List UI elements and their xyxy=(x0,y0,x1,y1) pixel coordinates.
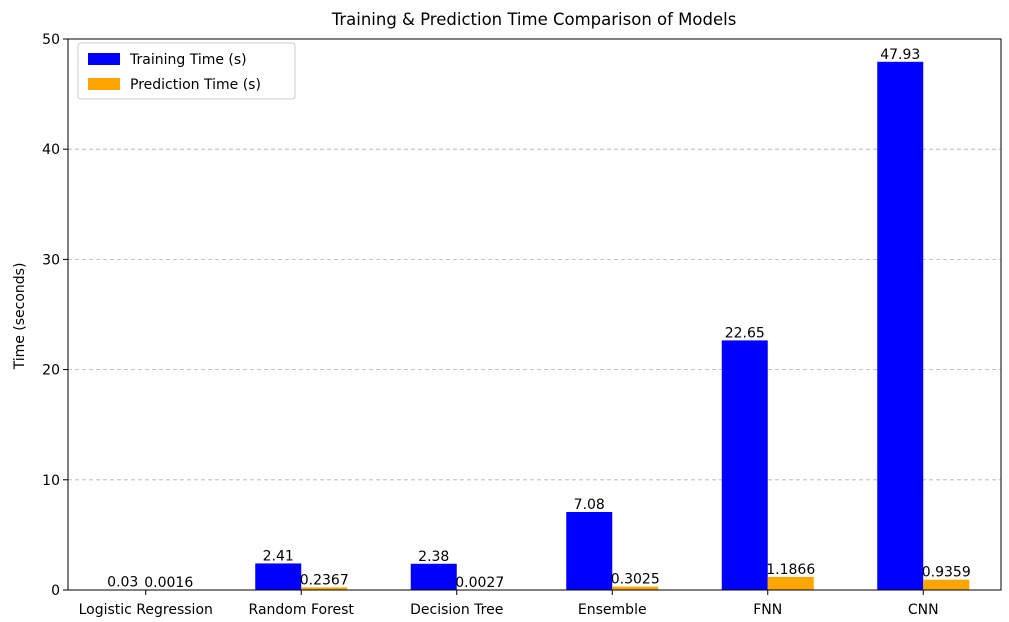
data-label-training-1: 2.41 xyxy=(263,548,294,564)
data-label-training-2: 2.38 xyxy=(418,549,449,565)
legend: Training Time (s) Prediction Time (s) xyxy=(77,42,296,100)
y-tick-label: 10 xyxy=(42,473,60,489)
legend-entry: Prediction Time (s) xyxy=(130,77,261,93)
y-tick-label: 40 xyxy=(42,142,60,158)
data-label-training-3: 7.08 xyxy=(574,497,605,513)
data-label-prediction-0: 0.0016 xyxy=(144,575,193,591)
chart-title: Training & Prediction Time Comparison of… xyxy=(331,10,737,29)
data-label-prediction-5: 0.9359 xyxy=(922,565,971,581)
y-tick-label: 50 xyxy=(42,32,60,48)
y-tick-label: 0 xyxy=(51,583,60,599)
legend-swatch xyxy=(88,78,120,90)
data-label-training-0: 0.03 xyxy=(107,575,138,591)
bar-prediction-1 xyxy=(301,587,348,590)
bar-training-5 xyxy=(877,61,924,590)
bar-prediction-5 xyxy=(923,579,970,590)
data-labels: 0.03 0.0016 2.41 0.2367 2.38 0.0027 7.08 0.3025… xyxy=(107,47,971,591)
bar-training-4 xyxy=(721,340,768,590)
x-tick-label: Decision Tree xyxy=(410,602,503,618)
x-tick-label: Ensemble xyxy=(578,602,647,618)
bar-training-1 xyxy=(255,563,302,590)
data-label-prediction-2: 0.0027 xyxy=(455,575,504,591)
x-tick-label: CNN xyxy=(908,602,939,618)
data-label-prediction-4: 1.1866 xyxy=(766,562,815,578)
y-tick-label: 20 xyxy=(42,363,60,379)
axes: 0 10 20 30 40 50 Logistic Regression Random For… xyxy=(42,32,1002,618)
data-label-prediction-1: 0.2367 xyxy=(300,572,349,588)
bars xyxy=(99,61,970,590)
legend-entry: Training Time (s) xyxy=(129,52,247,68)
x-tick-label: Random Forest xyxy=(249,602,355,618)
legend-box xyxy=(77,42,296,100)
bar-training-3 xyxy=(566,511,613,590)
y-axis-label: Time (seconds) xyxy=(12,263,28,371)
data-label-training-5: 47.93 xyxy=(880,47,920,63)
x-tick-label: Logistic Regression xyxy=(79,602,213,618)
legend-swatch xyxy=(88,53,120,65)
grid-lines xyxy=(68,38,1001,481)
plot-frame xyxy=(67,38,1002,591)
bar-prediction-3 xyxy=(612,586,659,590)
x-tick-label: FNN xyxy=(753,602,782,618)
bar-training-2 xyxy=(410,563,457,590)
y-tick-label: 30 xyxy=(42,252,60,268)
data-label-prediction-3: 0.3025 xyxy=(611,572,660,588)
bar-prediction-4 xyxy=(767,576,814,590)
data-label-training-4: 22.65 xyxy=(725,325,765,341)
